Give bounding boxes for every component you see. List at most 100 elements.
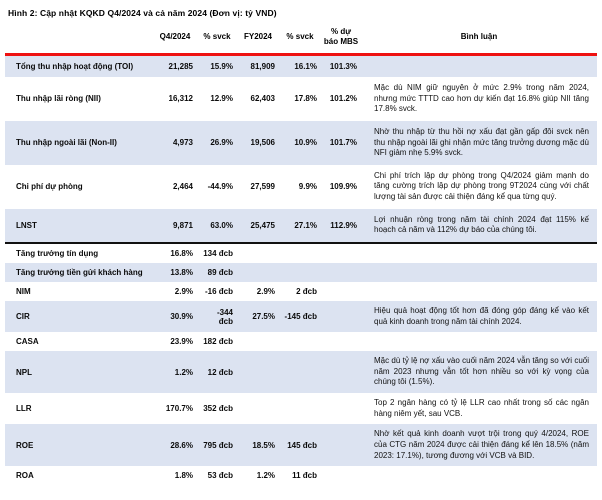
table-row: ROE 28.6% 795 đcb 18.5% 145 đcb Nhờ kết quả k… <box>5 424 597 467</box>
cell-fy-value <box>237 262 279 282</box>
cell-fy-svck: 11 đcb <box>292 471 317 481</box>
cell-fy-svck: 10.9% <box>279 120 321 165</box>
cell-fy-value <box>237 351 279 393</box>
cell-fy-value: 1.2% <box>256 471 275 481</box>
row-label: CASA <box>16 337 39 347</box>
cell-fy-svck: 9.9% <box>298 182 317 192</box>
cell-mbs-forecast <box>321 393 361 424</box>
cell-q4-value: 21,285 <box>153 54 197 77</box>
table-row: Tổng thu nhập hoạt động (TOI) 21,285 15.9%… <box>5 54 597 77</box>
cell-q4-svck: 53 đcb <box>207 471 233 481</box>
cell-fy-svck <box>279 332 321 351</box>
table-row: Thu nhập ngoài lãi (Non-II) 4,973 26.9% 19,… <box>5 120 597 165</box>
cell-mbs-forecast: 101.2% <box>329 94 357 104</box>
table-row: NPL 1.2% 12 đcb Mặc dù tỷ lệ nợ xấu vào cuố… <box>5 351 597 393</box>
figure-title: Hình 2: Cập nhật KQKD Q4/2024 và cả năm … <box>8 8 277 18</box>
header-metric <box>5 23 153 56</box>
cell-fy-value: 25,475 <box>237 208 279 243</box>
cell-fy-svck <box>279 241 321 263</box>
cell-mbs-forecast <box>321 332 361 351</box>
row-label: ROE <box>5 424 153 467</box>
table-row: Chi phí dự phòng 2,464 -44.9% 27,599 9.9% 109… <box>5 165 597 209</box>
cell-fy-value: 18.5% <box>237 424 279 467</box>
row-label: NPL <box>5 351 153 393</box>
row-label: Tổng thu nhập hoạt động (TOI) <box>5 54 153 77</box>
cell-q4-value: 9,871 <box>153 208 197 243</box>
cell-q4-value: 2.9% <box>174 286 193 296</box>
kqkd-results-table: Q4/2024 % svck FY2024 % svck % dự báo MB… <box>5 23 597 485</box>
cell-q4-value: 30.9% <box>153 300 197 333</box>
cell-q4-value: 1.8% <box>174 471 193 481</box>
table-row: CASA 23.9% 182 đcb <box>5 332 597 351</box>
table-row: LNST 9,871 63.0% 25,475 27.1% 112.9% Lợi nhuận… <box>5 208 597 243</box>
cell-fy-value: 27,599 <box>250 182 275 192</box>
table-row: ROA 1.8% 53 đcb 1.2% 11 đcb <box>5 466 597 485</box>
cell-comment <box>361 54 597 77</box>
cell-fy-value: 2.9% <box>256 286 275 296</box>
row-label: LLR <box>16 404 32 414</box>
cell-comment: Chi phí trích lập dự phòng trong Q4/2024… <box>374 170 589 201</box>
cell-mbs-forecast <box>321 424 361 467</box>
cell-comment <box>361 466 597 485</box>
header-fy2024: FY2024 <box>237 23 279 56</box>
cell-fy-svck <box>279 351 321 393</box>
cell-q4-value: 23.9% <box>170 337 193 347</box>
cell-fy-value <box>237 393 279 424</box>
cell-fy-svck: 17.8% <box>294 94 317 104</box>
cell-comment: Hiệu quả hoạt động tốt hơn đã đóng góp đ… <box>361 300 597 333</box>
row-label: Thu nhập ngoài lãi (Non-II) <box>5 120 153 165</box>
cell-mbs-forecast <box>321 351 361 393</box>
cell-q4-value: 13.8% <box>153 262 197 282</box>
cell-mbs-forecast: 109.9% <box>329 182 357 192</box>
row-label: Chi phí dự phòng <box>16 182 83 192</box>
row-label: LNST <box>5 208 153 243</box>
cell-fy-svck: 16.1% <box>279 54 321 77</box>
cell-fy-svck <box>279 393 321 424</box>
cell-fy-value: 19,506 <box>237 120 279 165</box>
row-label: Tăng trưởng tiền gửi khách hàng <box>5 262 153 282</box>
table-row: Thu nhập lãi ròng (NII) 16,312 12.9% 62,403… <box>5 77 597 121</box>
cell-comment: Lợi nhuận ròng trong năm tài chính 2024 … <box>361 208 597 243</box>
cell-fy-svck: 145 đcb <box>279 424 321 467</box>
cell-fy-value <box>237 241 279 263</box>
cell-mbs-forecast <box>321 262 361 282</box>
cell-q4-svck: 134 đcb <box>197 241 237 263</box>
cell-q4-svck: 63.0% <box>197 208 237 243</box>
header-mbs-forecast: % dự báo MBS <box>321 23 361 56</box>
cell-fy-svck <box>279 262 321 282</box>
row-label: CIR <box>5 300 153 333</box>
cell-q4-svck: 89 đcb <box>197 262 237 282</box>
cell-q4-value: 1.2% <box>153 351 197 393</box>
cell-q4-svck: 26.9% <box>197 120 237 165</box>
cell-q4-svck: 352 đcb <box>203 404 233 414</box>
cell-q4-svck: -44.9% <box>207 182 233 192</box>
cell-comment <box>361 262 597 282</box>
table-row: NIM 2.9% -16 đcb 2.9% 2 đcb <box>5 282 597 301</box>
row-label: NIM <box>16 286 31 296</box>
row-label: ROA <box>16 471 34 481</box>
table-row: Tăng trưởng tiền gửi khách hàng 13.8% 89 đ… <box>5 262 597 282</box>
cell-q4-value: 16,312 <box>168 94 193 104</box>
table-row: LLR 170.7% 352 đcb Top 2 ngân hàng có tỷ lệ… <box>5 393 597 424</box>
cell-q4-svck: 182 đcb <box>203 337 233 347</box>
cell-q4-svck: 12.9% <box>210 94 233 104</box>
cell-q4-value: 2,464 <box>172 182 193 192</box>
cell-mbs-forecast: 101.3% <box>321 54 361 77</box>
row-label: Thu nhập lãi ròng (NII) <box>16 94 101 104</box>
header-fy-svck: % svck <box>279 23 321 56</box>
cell-fy-svck: 27.1% <box>279 208 321 243</box>
cell-mbs-forecast: 112.9% <box>321 208 361 243</box>
cell-comment <box>361 241 597 263</box>
cell-q4-value: 4,973 <box>153 120 197 165</box>
cell-comment: Nhờ kết quả kinh doanh vượt trội trong q… <box>361 424 597 467</box>
cell-fy-value: 81,909 <box>237 54 279 77</box>
cell-q4-value: 28.6% <box>153 424 197 467</box>
cell-mbs-forecast <box>321 241 361 263</box>
cell-mbs-forecast: 101.7% <box>321 120 361 165</box>
cell-comment: Mặc dù NIM giữ nguyên ở mức 2.9% trong n… <box>374 83 589 114</box>
cell-fy-svck: 2 đcb <box>296 286 317 296</box>
cell-comment <box>361 282 597 301</box>
row-label: Tăng trưởng tín dụng <box>5 241 153 263</box>
cell-comment: Nhờ thu nhập từ thu hồi nợ xấu đạt gần g… <box>361 120 597 165</box>
cell-comment: Top 2 ngân hàng có tỷ lệ LLR cao nhất tr… <box>374 398 589 418</box>
